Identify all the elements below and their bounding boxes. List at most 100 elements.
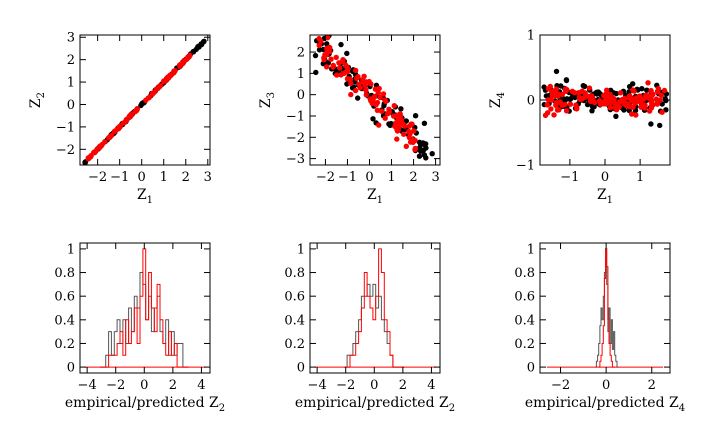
data-point-series-2 (383, 98, 389, 105)
data-point-series-1 (370, 116, 376, 122)
x-tick-label: 2 (648, 378, 656, 393)
data-point-series-2 (374, 107, 381, 114)
data-point-series-2 (642, 102, 648, 108)
data-point-series-1 (644, 87, 650, 93)
data-point-series-2 (362, 82, 368, 89)
data-point-series-1 (613, 90, 619, 97)
data-point-series-1 (200, 39, 207, 45)
x-tick-label: −2 (336, 378, 355, 393)
data-point-series-2 (617, 90, 624, 96)
data-point-series-2 (648, 103, 655, 109)
data-point-series-2 (654, 101, 661, 107)
y-tick-label: −1 (286, 109, 305, 124)
data-point-series-2 (545, 97, 552, 103)
data-point-series-1 (626, 83, 633, 90)
data-point-series-2 (348, 91, 354, 98)
y-tick-label: 0.6 (284, 290, 305, 305)
y-tick-label: 0.4 (54, 313, 75, 328)
data-point-series-2 (395, 112, 402, 119)
data-point-series-2 (395, 127, 401, 133)
data-point-series-2 (398, 117, 405, 123)
data-point-series-2 (553, 86, 560, 92)
data-point-series-1 (190, 49, 197, 55)
axes-frame (79, 242, 211, 374)
data-point-series-2 (375, 90, 381, 96)
x-axis-label: empirical/predicted Z2 (65, 395, 225, 414)
data-point-series-1 (563, 77, 570, 83)
data-point-series-1 (423, 141, 429, 147)
data-point-series-2 (336, 65, 343, 71)
data-point-series-2 (411, 128, 417, 134)
x-axis-label: empirical/predicted Z2 (295, 395, 455, 414)
x-tick-label: 0 (140, 378, 148, 393)
data-point-series-2 (547, 83, 553, 90)
data-point-series-2 (645, 95, 651, 101)
data-point-series-2 (333, 54, 339, 61)
y-tick-label: −2 (56, 143, 75, 158)
plot-area (312, 35, 435, 161)
data-point-series-2 (341, 70, 347, 77)
data-point-series-2 (378, 108, 385, 114)
plot-area (541, 68, 670, 129)
x-tick-label: 0 (370, 378, 378, 393)
data-point-series-1 (388, 120, 394, 127)
y-tick-label: 0.8 (284, 266, 305, 281)
data-point-series-2 (353, 67, 359, 74)
data-point-series-2 (542, 112, 549, 119)
x-tick-label: 0 (601, 170, 609, 185)
y-tick-label: −2 (286, 131, 305, 146)
data-point-series-2 (361, 73, 367, 80)
data-point-series-2 (385, 111, 391, 117)
data-point-series-1 (421, 120, 428, 127)
x-tick-label: −2 (551, 378, 570, 393)
data-point-series-1 (648, 121, 654, 127)
data-point-series-1 (355, 95, 361, 101)
data-point-series-2 (157, 83, 163, 89)
x-tick-label: 3 (431, 170, 439, 185)
data-point-series-2 (549, 92, 555, 99)
data-point-series-2 (603, 95, 609, 102)
y-tick-label: 0.2 (284, 337, 305, 352)
x-tick-label: 0 (602, 378, 610, 393)
data-point-series-1 (412, 113, 419, 119)
x-tick-label: −1 (560, 170, 579, 185)
data-point-series-2 (563, 108, 570, 114)
data-point-series-2 (410, 139, 416, 145)
data-point-series-1 (621, 107, 627, 113)
data-point-series-1 (553, 68, 560, 75)
data-point-series-2 (618, 97, 625, 104)
data-point-series-2 (391, 103, 397, 109)
x-tick-label: 2 (399, 378, 407, 393)
data-point-series-2 (336, 60, 342, 66)
x-tick-label: −4 (78, 378, 97, 393)
plot-area (84, 248, 206, 368)
data-point-series-1 (589, 108, 595, 114)
data-point-series-2 (401, 123, 408, 129)
y-tick-label: 0.4 (514, 313, 535, 328)
data-point-series-2 (357, 85, 363, 91)
x-tick-label: 2 (182, 170, 190, 185)
y-tick-label: 3 (67, 31, 75, 46)
data-point-series-2 (324, 45, 330, 51)
y-tick-label: 2 (297, 46, 305, 61)
data-point-series-2 (555, 93, 561, 99)
plot-area (82, 38, 207, 165)
data-point-series-2 (87, 154, 94, 160)
data-point-series-2 (117, 123, 123, 130)
y-tick-label: 0.8 (54, 266, 75, 281)
x-tick-label: 4 (197, 378, 205, 393)
data-point-series-2 (334, 72, 340, 78)
data-point-series-2 (633, 112, 639, 118)
data-point-series-2 (579, 95, 586, 102)
data-point-series-2 (571, 90, 578, 96)
histogram-series-2 (100, 248, 189, 368)
data-point-series-1 (195, 43, 202, 49)
y-tick-label: 1 (67, 76, 75, 91)
data-point-series-2 (634, 97, 640, 103)
panel-5: −4 −2 0 2 4 0 0.2 0.4 0.6 0.8 1 empirical/predicted… (284, 242, 455, 414)
data-point-series-2 (382, 115, 388, 121)
data-point-series-2 (165, 75, 172, 81)
x-tick-label: 4 (427, 378, 435, 393)
x-tick-label: 1 (387, 170, 395, 185)
